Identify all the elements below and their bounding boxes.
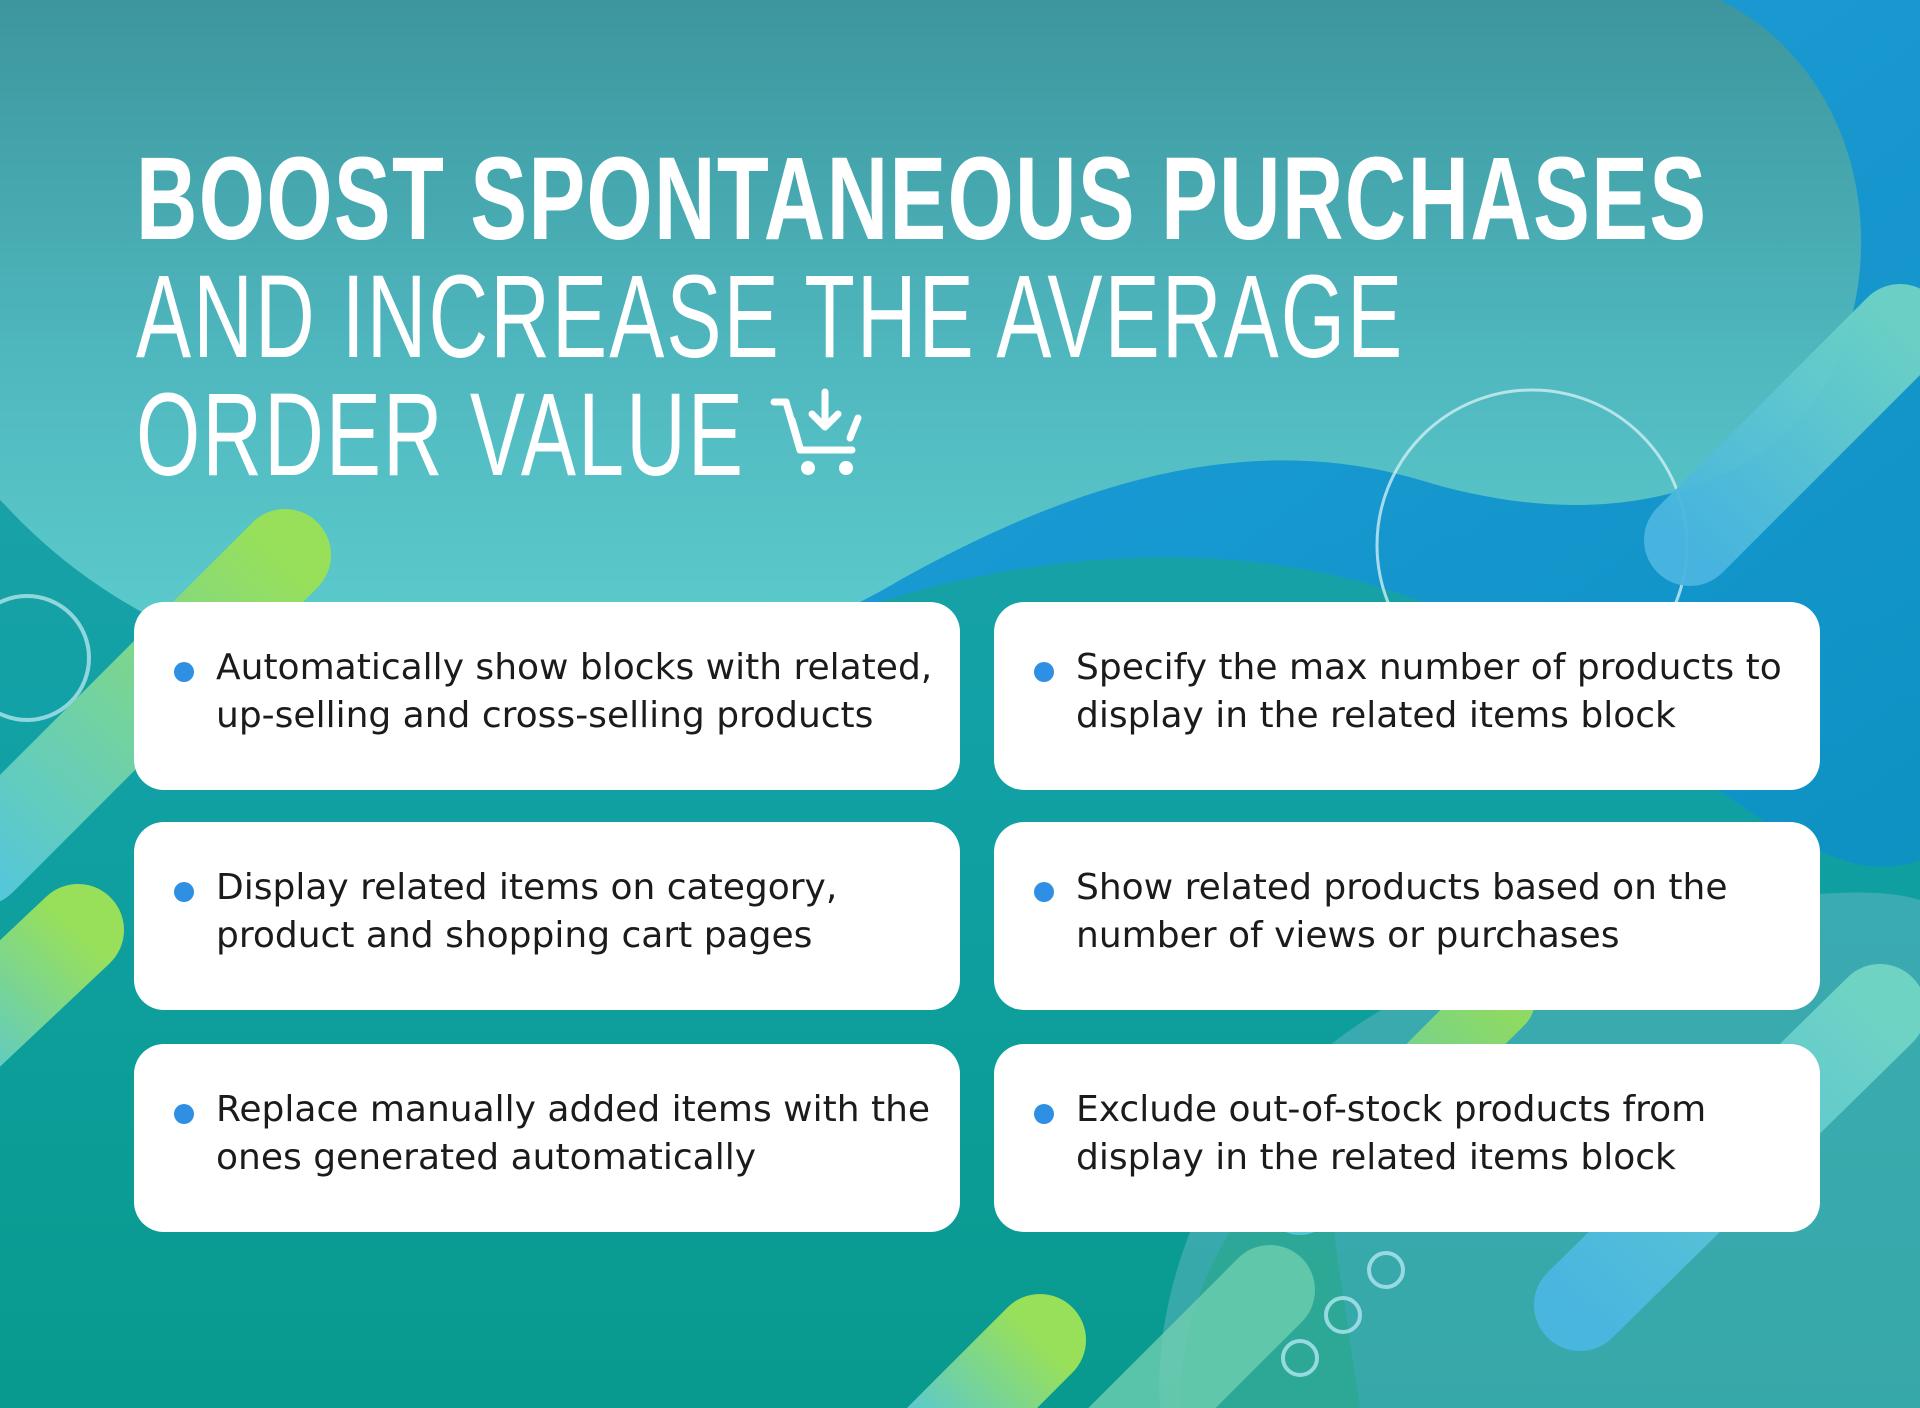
feature-text: Show related products based on the numbe… (1076, 867, 1728, 956)
bullet-icon (1034, 882, 1054, 902)
headline-line-3: ORDER VALUE (136, 369, 746, 501)
feature-text: Exclude out-of-stock products from displ… (1076, 1089, 1707, 1178)
feature-card-4: Show related products based on the numbe… (994, 822, 1820, 1010)
bullet-icon (174, 662, 194, 682)
feature-card-2: Specify the max number of products to di… (994, 602, 1820, 790)
feature-card-3: Display related items on category, produ… (134, 822, 960, 1010)
bullet-icon (1034, 662, 1054, 682)
headline: BOOST SPONTANEOUS PURCHASES AND INCREASE… (136, 140, 1920, 494)
bullet-icon (1034, 1104, 1054, 1124)
headline-line-2: AND INCREASE THE AVERAGE (136, 251, 1405, 383)
feature-text: Display related items on category, produ… (216, 867, 838, 956)
feature-text: Replace manually added items with the on… (216, 1089, 931, 1178)
feature-card-1: Automatically show blocks with related, … (134, 602, 960, 790)
cart-download-icon (770, 388, 862, 475)
feature-card-5: Replace manually added items with the on… (134, 1044, 960, 1232)
feature-text: Specify the max number of products to di… (1076, 647, 1782, 736)
bullet-icon (174, 1104, 194, 1124)
bullet-icon (174, 882, 194, 902)
feature-text: Automatically show blocks with related, … (216, 647, 933, 736)
headline-line-1: BOOST SPONTANEOUS PURCHASES (136, 133, 1708, 265)
feature-card-6: Exclude out-of-stock products from displ… (994, 1044, 1820, 1232)
